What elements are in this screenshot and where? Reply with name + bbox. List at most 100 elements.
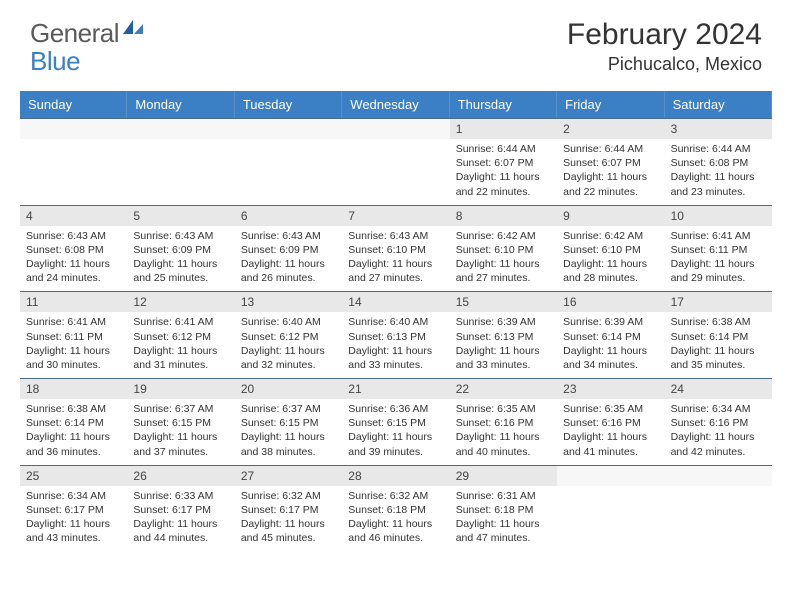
day-number: 29 <box>450 466 557 486</box>
day-details: Sunrise: 6:40 AMSunset: 6:12 PMDaylight:… <box>235 312 342 378</box>
sunset-text: Sunset: 6:16 PM <box>671 416 766 430</box>
day-number: 19 <box>127 379 234 399</box>
calendar-cell <box>342 118 449 205</box>
sunrise-text: Sunrise: 6:41 AM <box>26 315 121 329</box>
day-details: Sunrise: 6:40 AMSunset: 6:13 PMDaylight:… <box>342 312 449 378</box>
daylight-text: Daylight: 11 hours and 33 minutes. <box>348 344 443 372</box>
sunrise-text: Sunrise: 6:37 AM <box>133 402 228 416</box>
sunset-text: Sunset: 6:11 PM <box>26 330 121 344</box>
sunset-text: Sunset: 6:07 PM <box>563 156 658 170</box>
day-details: Sunrise: 6:33 AMSunset: 6:17 PMDaylight:… <box>127 486 234 552</box>
sunset-text: Sunset: 6:18 PM <box>348 503 443 517</box>
sunrise-text: Sunrise: 6:38 AM <box>671 315 766 329</box>
day-details: Sunrise: 6:42 AMSunset: 6:10 PMDaylight:… <box>557 226 664 292</box>
daylight-text: Daylight: 11 hours and 44 minutes. <box>133 517 228 545</box>
sunset-text: Sunset: 6:08 PM <box>671 156 766 170</box>
day-details: Sunrise: 6:43 AMSunset: 6:10 PMDaylight:… <box>342 226 449 292</box>
sunrise-text: Sunrise: 6:35 AM <box>563 402 658 416</box>
day-details: Sunrise: 6:44 AMSunset: 6:07 PMDaylight:… <box>557 139 664 205</box>
month-title: February 2024 <box>567 18 762 52</box>
sunset-text: Sunset: 6:07 PM <box>456 156 551 170</box>
sunset-text: Sunset: 6:10 PM <box>456 243 551 257</box>
day-details: Sunrise: 6:35 AMSunset: 6:16 PMDaylight:… <box>557 399 664 465</box>
brand-part2-wrap: Blue <box>30 46 80 77</box>
calendar-cell: 19Sunrise: 6:37 AMSunset: 6:15 PMDayligh… <box>127 378 234 465</box>
calendar-week-row: 4Sunrise: 6:43 AMSunset: 6:08 PMDaylight… <box>20 205 772 292</box>
sunrise-text: Sunrise: 6:32 AM <box>241 489 336 503</box>
daylight-text: Daylight: 11 hours and 27 minutes. <box>456 257 551 285</box>
day-number: 5 <box>127 206 234 226</box>
day-details: Sunrise: 6:37 AMSunset: 6:15 PMDaylight:… <box>235 399 342 465</box>
day-details: Sunrise: 6:37 AMSunset: 6:15 PMDaylight:… <box>127 399 234 465</box>
day-details: Sunrise: 6:41 AMSunset: 6:11 PMDaylight:… <box>20 312 127 378</box>
calendar-cell: 27Sunrise: 6:32 AMSunset: 6:17 PMDayligh… <box>235 465 342 552</box>
daylight-text: Daylight: 11 hours and 30 minutes. <box>26 344 121 372</box>
day-details: Sunrise: 6:38 AMSunset: 6:14 PMDaylight:… <box>665 312 772 378</box>
day-details: Sunrise: 6:32 AMSunset: 6:18 PMDaylight:… <box>342 486 449 552</box>
sunset-text: Sunset: 6:10 PM <box>563 243 658 257</box>
sunrise-text: Sunrise: 6:37 AM <box>241 402 336 416</box>
weeks-container: 1Sunrise: 6:44 AMSunset: 6:07 PMDaylight… <box>20 118 772 551</box>
day-number: 10 <box>665 206 772 226</box>
daylight-text: Daylight: 11 hours and 33 minutes. <box>456 344 551 372</box>
daylight-text: Daylight: 11 hours and 45 minutes. <box>241 517 336 545</box>
sunset-text: Sunset: 6:16 PM <box>563 416 658 430</box>
sunset-text: Sunset: 6:13 PM <box>456 330 551 344</box>
day-number: 15 <box>450 292 557 312</box>
sunset-text: Sunset: 6:15 PM <box>348 416 443 430</box>
day-details: Sunrise: 6:34 AMSunset: 6:17 PMDaylight:… <box>20 486 127 552</box>
sunset-text: Sunset: 6:15 PM <box>133 416 228 430</box>
weekday-header: Monday <box>127 91 234 118</box>
daylight-text: Daylight: 11 hours and 40 minutes. <box>456 430 551 458</box>
calendar-cell: 12Sunrise: 6:41 AMSunset: 6:12 PMDayligh… <box>127 291 234 378</box>
sunset-text: Sunset: 6:15 PM <box>241 416 336 430</box>
day-number: 21 <box>342 379 449 399</box>
weekday-header: Thursday <box>450 91 557 118</box>
weekday-header: Saturday <box>665 91 772 118</box>
day-number: 1 <box>450 119 557 139</box>
day-details: Sunrise: 6:36 AMSunset: 6:15 PMDaylight:… <box>342 399 449 465</box>
calendar-cell <box>557 465 664 552</box>
day-number: 26 <box>127 466 234 486</box>
weekday-header-row: SundayMondayTuesdayWednesdayThursdayFrid… <box>20 91 772 118</box>
day-number: 16 <box>557 292 664 312</box>
daylight-text: Daylight: 11 hours and 32 minutes. <box>241 344 336 372</box>
weekday-header: Tuesday <box>235 91 342 118</box>
sunset-text: Sunset: 6:14 PM <box>26 416 121 430</box>
day-number: 25 <box>20 466 127 486</box>
calendar-cell <box>665 465 772 552</box>
calendar-grid: SundayMondayTuesdayWednesdayThursdayFrid… <box>20 91 772 551</box>
sunrise-text: Sunrise: 6:44 AM <box>456 142 551 156</box>
day-number: 8 <box>450 206 557 226</box>
sunrise-text: Sunrise: 6:33 AM <box>133 489 228 503</box>
calendar-cell: 26Sunrise: 6:33 AMSunset: 6:17 PMDayligh… <box>127 465 234 552</box>
day-number: 3 <box>665 119 772 139</box>
day-number: 20 <box>235 379 342 399</box>
calendar-cell: 13Sunrise: 6:40 AMSunset: 6:12 PMDayligh… <box>235 291 342 378</box>
calendar-cell: 5Sunrise: 6:43 AMSunset: 6:09 PMDaylight… <box>127 205 234 292</box>
sunset-text: Sunset: 6:14 PM <box>671 330 766 344</box>
daylight-text: Daylight: 11 hours and 35 minutes. <box>671 344 766 372</box>
sunset-text: Sunset: 6:09 PM <box>241 243 336 257</box>
day-number: 9 <box>557 206 664 226</box>
day-number: 27 <box>235 466 342 486</box>
day-details: Sunrise: 6:41 AMSunset: 6:12 PMDaylight:… <box>127 312 234 378</box>
day-number: 17 <box>665 292 772 312</box>
sunset-text: Sunset: 6:18 PM <box>456 503 551 517</box>
calendar-cell <box>20 118 127 205</box>
sunset-text: Sunset: 6:14 PM <box>563 330 658 344</box>
calendar-cell: 17Sunrise: 6:38 AMSunset: 6:14 PMDayligh… <box>665 291 772 378</box>
day-details: Sunrise: 6:35 AMSunset: 6:16 PMDaylight:… <box>450 399 557 465</box>
calendar-cell: 6Sunrise: 6:43 AMSunset: 6:09 PMDaylight… <box>235 205 342 292</box>
calendar-cell: 16Sunrise: 6:39 AMSunset: 6:14 PMDayligh… <box>557 291 664 378</box>
daylight-text: Daylight: 11 hours and 22 minutes. <box>563 170 658 198</box>
sunset-text: Sunset: 6:13 PM <box>348 330 443 344</box>
sunrise-text: Sunrise: 6:43 AM <box>348 229 443 243</box>
day-number: 22 <box>450 379 557 399</box>
day-number: 18 <box>20 379 127 399</box>
day-details: Sunrise: 6:31 AMSunset: 6:18 PMDaylight:… <box>450 486 557 552</box>
sunset-text: Sunset: 6:08 PM <box>26 243 121 257</box>
day-number: 11 <box>20 292 127 312</box>
calendar-cell: 15Sunrise: 6:39 AMSunset: 6:13 PMDayligh… <box>450 291 557 378</box>
calendar-cell: 23Sunrise: 6:35 AMSunset: 6:16 PMDayligh… <box>557 378 664 465</box>
